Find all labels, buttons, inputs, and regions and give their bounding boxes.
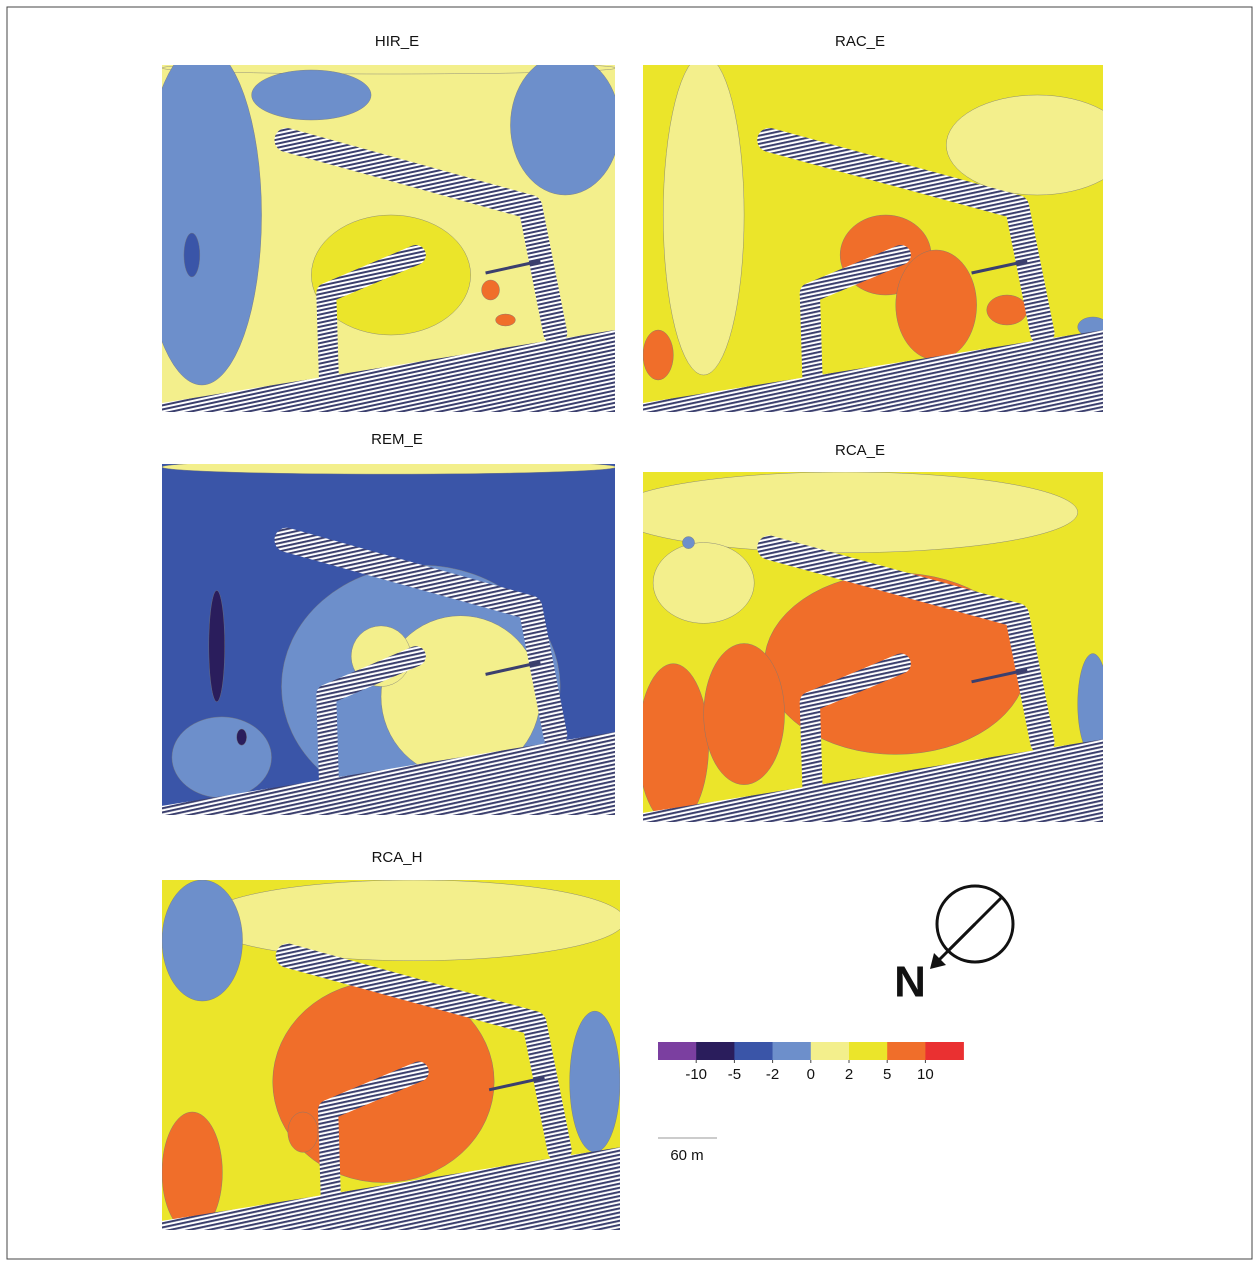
colorbar-label: 10 (917, 1066, 934, 1083)
contour-region (236, 728, 247, 746)
pier (316, 646, 426, 803)
panel-title: REM_E (371, 431, 423, 448)
colorbar-label: 0 (807, 1066, 815, 1083)
jetty (488, 1076, 545, 1092)
contour-region (162, 880, 243, 1002)
contour-region (162, 464, 616, 475)
contour-region (643, 329, 674, 381)
contour-region (1077, 653, 1104, 755)
seabed-structure (162, 330, 615, 412)
colorbar-swatch (849, 1042, 888, 1060)
pier (799, 653, 911, 810)
contour-region (510, 65, 616, 196)
contour-region (652, 542, 755, 624)
colorbar-label: -10 (685, 1066, 707, 1083)
colorbar-label: -2 (766, 1066, 779, 1083)
contour-map (643, 472, 1104, 823)
colorbar-swatch (696, 1042, 735, 1060)
colorbar-swatch (734, 1042, 773, 1060)
colorbar-swatch (925, 1042, 964, 1060)
contour-map (162, 880, 621, 1231)
panel-title: RCA_E (835, 442, 885, 459)
contour-region (481, 279, 500, 301)
pier (318, 1061, 429, 1218)
jetty (485, 660, 541, 676)
contour-region (643, 472, 1078, 553)
colorbar-swatch (772, 1042, 812, 1060)
scale-label: 60 m (670, 1147, 703, 1164)
seabed-structure (162, 1147, 620, 1230)
pier (316, 245, 426, 400)
seabed-structure (643, 330, 1103, 412)
contour-region (171, 716, 272, 799)
panel-title: RCA_H (372, 849, 423, 866)
north-label: N (894, 958, 926, 1007)
colorbar-swatch (658, 1042, 697, 1060)
colorbar-label: -5 (728, 1066, 741, 1083)
panel-title: HIR_E (375, 33, 419, 50)
contour-region (986, 294, 1028, 326)
seabed-structure (162, 732, 615, 815)
breakwater (757, 535, 1055, 755)
contour-region (895, 249, 977, 361)
contour-map (162, 464, 616, 815)
jetty (971, 668, 1028, 684)
colorbar-label: 2 (845, 1066, 853, 1083)
breakwater (275, 943, 572, 1163)
contour-map (643, 65, 1104, 412)
pier (799, 245, 911, 400)
contour-map (162, 65, 616, 412)
contour-region (703, 643, 785, 785)
frame (6, 6, 1253, 1260)
colorbar-swatch (887, 1042, 926, 1060)
panel-title: RAC_E (835, 33, 885, 50)
colorbar-label: 5 (883, 1066, 891, 1083)
contour-region (495, 313, 516, 327)
contour-region (946, 94, 1104, 196)
contour-region (569, 1010, 621, 1153)
contour-region (251, 69, 372, 121)
contour-region (202, 880, 621, 961)
jetty (485, 259, 541, 275)
breakwater (757, 128, 1055, 345)
contour-region (287, 1111, 319, 1153)
contour-region (663, 65, 745, 376)
contour-region (682, 536, 695, 549)
north-arrow: N (894, 884, 1015, 1007)
scale-bar: 60 m (658, 1137, 717, 1164)
contour-region (162, 65, 262, 386)
breakwater (274, 128, 568, 345)
breakwater (274, 527, 568, 748)
colorbar: -10 -5 -2 0 2 5 10 (658, 1042, 964, 1083)
colorbar-swatch (810, 1042, 850, 1060)
seabed-structure (643, 739, 1103, 822)
jetty (971, 259, 1028, 275)
contour-region (162, 65, 616, 75)
contour-region (643, 663, 709, 823)
contour-region (162, 1111, 223, 1231)
contour-region (183, 232, 201, 278)
contour-region (208, 590, 225, 702)
